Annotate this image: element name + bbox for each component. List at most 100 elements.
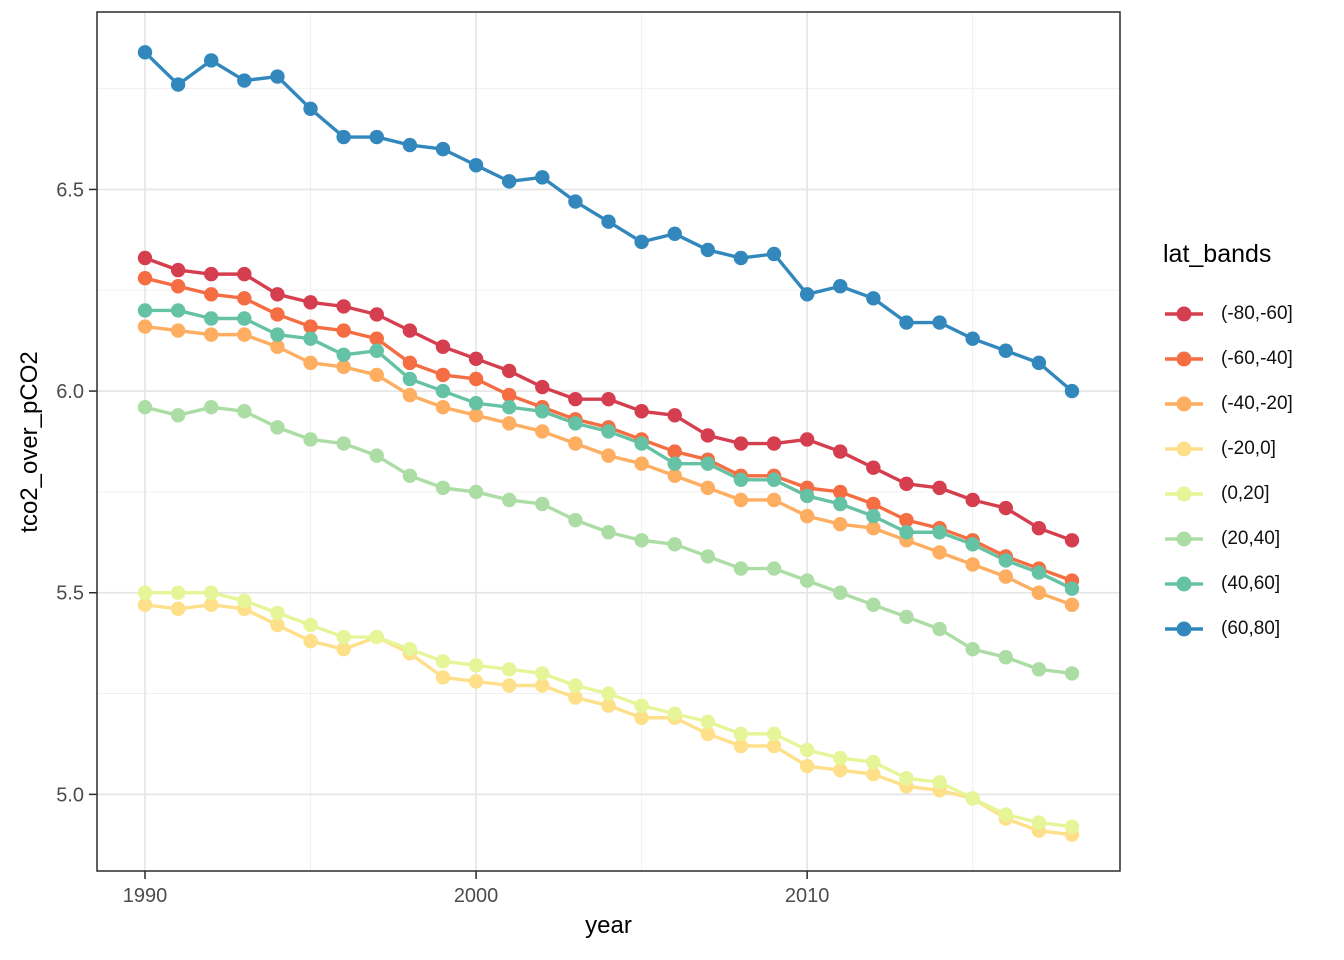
- data-point: [568, 678, 583, 693]
- data-point: [303, 355, 318, 371]
- data-point: [667, 408, 682, 423]
- data-point: [667, 226, 682, 242]
- legend-item: (-80,-60]: [1163, 291, 1293, 336]
- legend-item: (60,80]: [1163, 606, 1293, 651]
- data-point: [601, 525, 616, 540]
- data-point: [303, 617, 318, 633]
- data-point: [336, 359, 351, 375]
- data-point: [700, 714, 716, 729]
- data-point: [468, 158, 484, 173]
- data-point: [733, 472, 749, 488]
- data-point: [932, 480, 947, 496]
- legend-key-icon: [1165, 531, 1203, 546]
- data-point: [501, 174, 517, 189]
- data-point: [998, 553, 1013, 568]
- data-point: [336, 436, 351, 451]
- data-point: [667, 456, 682, 471]
- data-point: [799, 432, 815, 447]
- series-point-group: [137, 303, 1080, 596]
- data-point: [435, 141, 451, 157]
- data-point: [170, 408, 186, 423]
- series-point-group: [137, 250, 1080, 548]
- data-point: [204, 311, 219, 326]
- data-point: [468, 395, 484, 411]
- data-point: [866, 521, 881, 536]
- data-point: [237, 291, 252, 306]
- data-point: [336, 629, 351, 645]
- data-point: [833, 516, 848, 532]
- data-point: [501, 363, 517, 379]
- data-point: [501, 400, 517, 415]
- data-point: [899, 512, 914, 528]
- data-point: [1031, 565, 1047, 580]
- data-point: [766, 738, 782, 754]
- legend-item: (40,60]: [1163, 561, 1293, 606]
- data-point: [137, 250, 153, 266]
- data-point: [535, 170, 550, 185]
- data-point: [137, 319, 153, 334]
- data-point: [766, 726, 782, 742]
- data-point: [435, 367, 451, 383]
- data-point: [899, 609, 914, 625]
- data-point: [799, 287, 815, 302]
- y-axis-tick-label: 5.0: [56, 784, 84, 806]
- data-point: [435, 480, 451, 496]
- series-point-group: [137, 597, 1080, 842]
- data-point: [336, 347, 351, 362]
- data-point: [402, 468, 418, 483]
- data-point: [568, 194, 583, 209]
- data-point: [402, 387, 418, 403]
- data-point: [336, 323, 351, 338]
- data-point: [568, 436, 583, 451]
- data-point: [435, 383, 451, 399]
- data-point: [468, 674, 484, 689]
- data-point: [899, 315, 914, 330]
- legend-items: (-80,-60] (-60,-40] (-40,-20] (-20,0] (0,20]…: [1163, 291, 1293, 651]
- data-point: [369, 331, 384, 346]
- legend-item: (20,40]: [1163, 516, 1293, 561]
- data-point: [568, 391, 583, 407]
- data-point: [270, 307, 285, 322]
- data-point: [535, 404, 550, 419]
- data-point: [899, 771, 914, 786]
- data-point: [535, 678, 550, 693]
- series-point-group: [137, 319, 1080, 613]
- data-point: [667, 706, 682, 721]
- legend-title: lat_bands: [1163, 240, 1272, 268]
- data-point: [1031, 521, 1047, 536]
- data-point: [700, 549, 716, 564]
- data-point: [237, 327, 252, 342]
- data-point: [170, 601, 186, 617]
- data-point: [303, 633, 318, 649]
- x-axis-tick-label: 2000: [454, 885, 499, 907]
- data-point: [435, 670, 451, 685]
- data-point: [369, 307, 384, 322]
- data-point: [700, 726, 716, 742]
- legend-item: (-60,-40]: [1163, 336, 1293, 381]
- data-point: [866, 767, 881, 782]
- data-point: [601, 391, 616, 407]
- data-point: [535, 424, 550, 439]
- data-point: [634, 456, 649, 471]
- legend-item-label: (-60,-40]: [1221, 347, 1293, 369]
- data-point: [468, 484, 484, 500]
- data-point: [303, 101, 318, 116]
- data-point: [468, 658, 484, 673]
- data-point: [733, 726, 749, 742]
- data-point: [866, 460, 881, 475]
- data-point: [435, 654, 451, 669]
- data-point: [965, 791, 980, 806]
- legend: lat_bands (-80,-60] (-60,-40] (-40,-20] (-2…: [1163, 240, 1293, 651]
- data-point: [270, 605, 285, 621]
- data-point: [1064, 666, 1080, 681]
- data-point: [833, 585, 848, 600]
- data-point: [799, 742, 815, 758]
- data-point: [601, 424, 616, 439]
- data-point: [137, 45, 153, 60]
- data-point: [667, 468, 682, 483]
- data-point: [204, 327, 219, 342]
- data-point: [468, 408, 484, 423]
- data-point: [1064, 581, 1080, 596]
- data-point: [998, 807, 1013, 822]
- y-axis-tick-label: 6.0: [56, 381, 84, 403]
